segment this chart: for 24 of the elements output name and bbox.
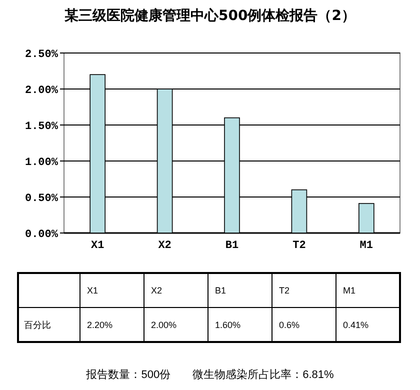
table-header: X1 [87,285,98,296]
data-label: 2.00% [151,320,177,330]
ytick: 1.50% [24,121,58,133]
annotation: 报告数量：500份 微生物感染所占比率：6.81% [86,369,334,381]
data-label: 1.60% [215,320,241,330]
xtick: B1 [225,240,239,252]
table-header: M1 [343,285,356,296]
title: 某三级医院健康管理中心500例体检报告（2） [64,8,356,24]
data-label: 0.6% [279,320,300,330]
table-rowname: 百分比 [24,320,51,330]
xtick: T2 [292,240,306,252]
ytick: 2.50% [24,49,58,61]
xtick: X1 [91,240,104,252]
ytick: 0.50% [24,193,58,205]
table-header: X2 [151,285,162,296]
data-label: 2.20% [87,320,113,330]
table-header: T2 [279,285,290,296]
ytick: 1.00% [24,157,58,169]
table-header: B1 [215,285,226,296]
xtick: M1 [360,240,373,252]
xtick: X2 [158,240,172,252]
ytick: 0.00% [24,229,58,241]
data-label: 0.41% [343,320,369,330]
ytick: 2.00% [24,85,58,97]
